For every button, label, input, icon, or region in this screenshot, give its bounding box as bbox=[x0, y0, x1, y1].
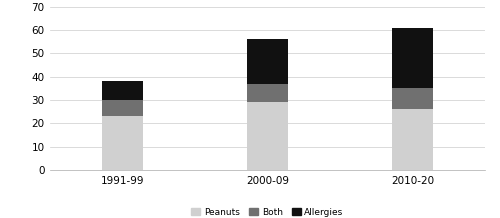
Bar bbox=[247, 39, 288, 84]
Bar bbox=[392, 27, 433, 88]
Bar bbox=[102, 116, 143, 170]
Bar bbox=[392, 88, 433, 109]
Bar bbox=[247, 84, 288, 102]
Legend: Peanuts, Both, Allergies: Peanuts, Both, Allergies bbox=[188, 204, 347, 218]
Bar bbox=[102, 81, 143, 100]
Bar bbox=[247, 102, 288, 170]
Bar bbox=[392, 109, 433, 170]
Bar bbox=[102, 100, 143, 116]
